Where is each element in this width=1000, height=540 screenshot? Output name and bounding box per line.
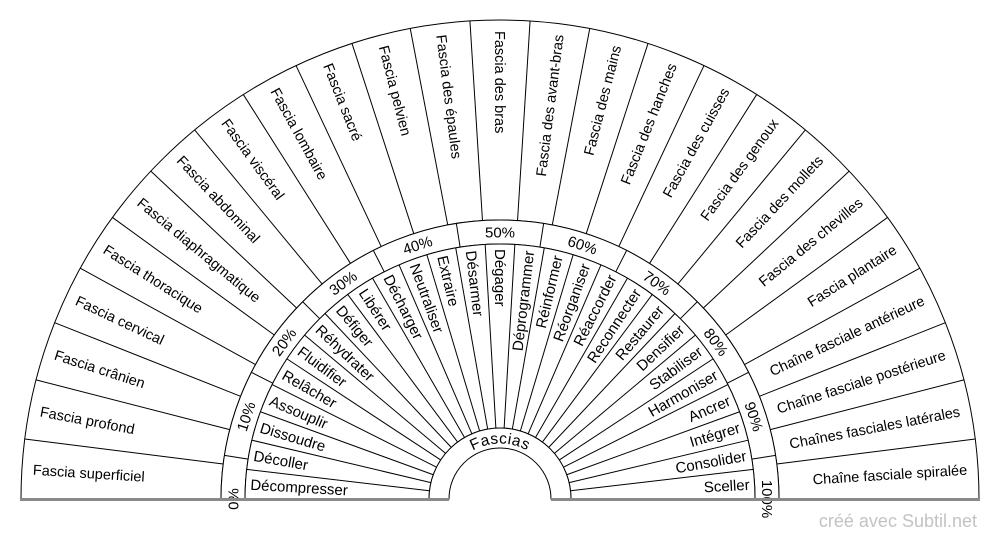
action-sector-divider bbox=[503, 244, 516, 429]
action-sector-divider bbox=[568, 439, 749, 484]
action-sector-divider bbox=[260, 411, 434, 476]
action-sector-divider bbox=[541, 294, 653, 443]
fascia-label: Fascia des bras bbox=[491, 31, 507, 133]
outer-sector-divider bbox=[351, 43, 415, 234]
outer-sector-divider bbox=[295, 65, 382, 247]
outer-sector-divider bbox=[517, 20, 531, 221]
percent-divider bbox=[615, 250, 628, 273]
action-sector-divider bbox=[484, 244, 497, 429]
outer-sector-divider bbox=[242, 94, 351, 264]
percent-divider bbox=[372, 250, 385, 273]
fascia-label: Fascia superficiel bbox=[32, 463, 145, 486]
center-title: Fascias bbox=[467, 430, 532, 454]
action-sector-divider bbox=[455, 247, 489, 430]
action-sector-divider bbox=[519, 254, 574, 432]
percent-divider bbox=[251, 371, 274, 384]
outer-sector-divider bbox=[618, 65, 705, 247]
outer-sector-divider bbox=[409, 28, 449, 226]
outer-sector-divider bbox=[725, 217, 888, 336]
outer-sector-divider bbox=[150, 170, 297, 309]
outer-sector-divider bbox=[54, 322, 241, 397]
action-sector-divider bbox=[511, 247, 545, 430]
outer-sector-divider bbox=[703, 170, 850, 309]
action-sector-divider bbox=[554, 334, 696, 454]
percent-divider bbox=[539, 223, 545, 248]
action-sector-divider bbox=[559, 358, 714, 461]
outer-sector-divider bbox=[35, 379, 230, 431]
outer-sector-divider bbox=[551, 28, 591, 226]
percent-divider bbox=[302, 301, 321, 320]
action-sector-divider bbox=[324, 313, 452, 448]
action-sector-divider bbox=[570, 468, 754, 492]
center-title-text: Fascias bbox=[467, 430, 532, 454]
percent-divider bbox=[751, 454, 776, 460]
action-label: Décompresser bbox=[250, 477, 348, 500]
outer-sector-divider bbox=[649, 94, 758, 264]
action-sector-divider bbox=[347, 294, 459, 443]
action-sector-divider bbox=[566, 411, 740, 476]
action-sector-divider bbox=[398, 264, 473, 435]
outer-sector-divider bbox=[776, 438, 976, 465]
action-sector-divider bbox=[527, 264, 602, 435]
action-sector-divider bbox=[286, 358, 441, 461]
action-label: Dégager bbox=[491, 249, 508, 307]
outer-sector-divider bbox=[24, 438, 224, 465]
action-sector-divider bbox=[304, 334, 446, 454]
percent-divider bbox=[726, 371, 749, 384]
watermark-text: créé avec Subtil.net bbox=[819, 511, 977, 531]
action-sector-divider bbox=[535, 277, 628, 438]
action-label: Sceller bbox=[703, 477, 750, 497]
outer-sector-divider bbox=[469, 20, 483, 221]
percent-divider bbox=[679, 301, 698, 320]
percent-divider bbox=[455, 223, 461, 248]
percent-divider bbox=[224, 454, 249, 460]
outer-sector-divider bbox=[585, 43, 649, 234]
outer-sector-divider bbox=[770, 379, 965, 431]
outer-sector-divider bbox=[194, 129, 323, 285]
action-sector-divider bbox=[548, 313, 676, 448]
outer-sector-divider bbox=[759, 322, 946, 397]
outer-sector-divider bbox=[677, 129, 806, 285]
action-sector-divider bbox=[372, 277, 465, 438]
action-sector-divider bbox=[251, 439, 432, 484]
action-sector-divider bbox=[271, 384, 437, 468]
percent-label: 50% bbox=[485, 224, 515, 241]
outer-sector-divider bbox=[112, 217, 275, 336]
center-band bbox=[428, 427, 572, 500]
action-sector-divider bbox=[563, 384, 729, 468]
outer-sector-divider bbox=[744, 267, 920, 366]
outer-sector-divider bbox=[80, 267, 256, 366]
action-sector-divider bbox=[246, 468, 430, 492]
action-sector-divider bbox=[426, 254, 481, 432]
